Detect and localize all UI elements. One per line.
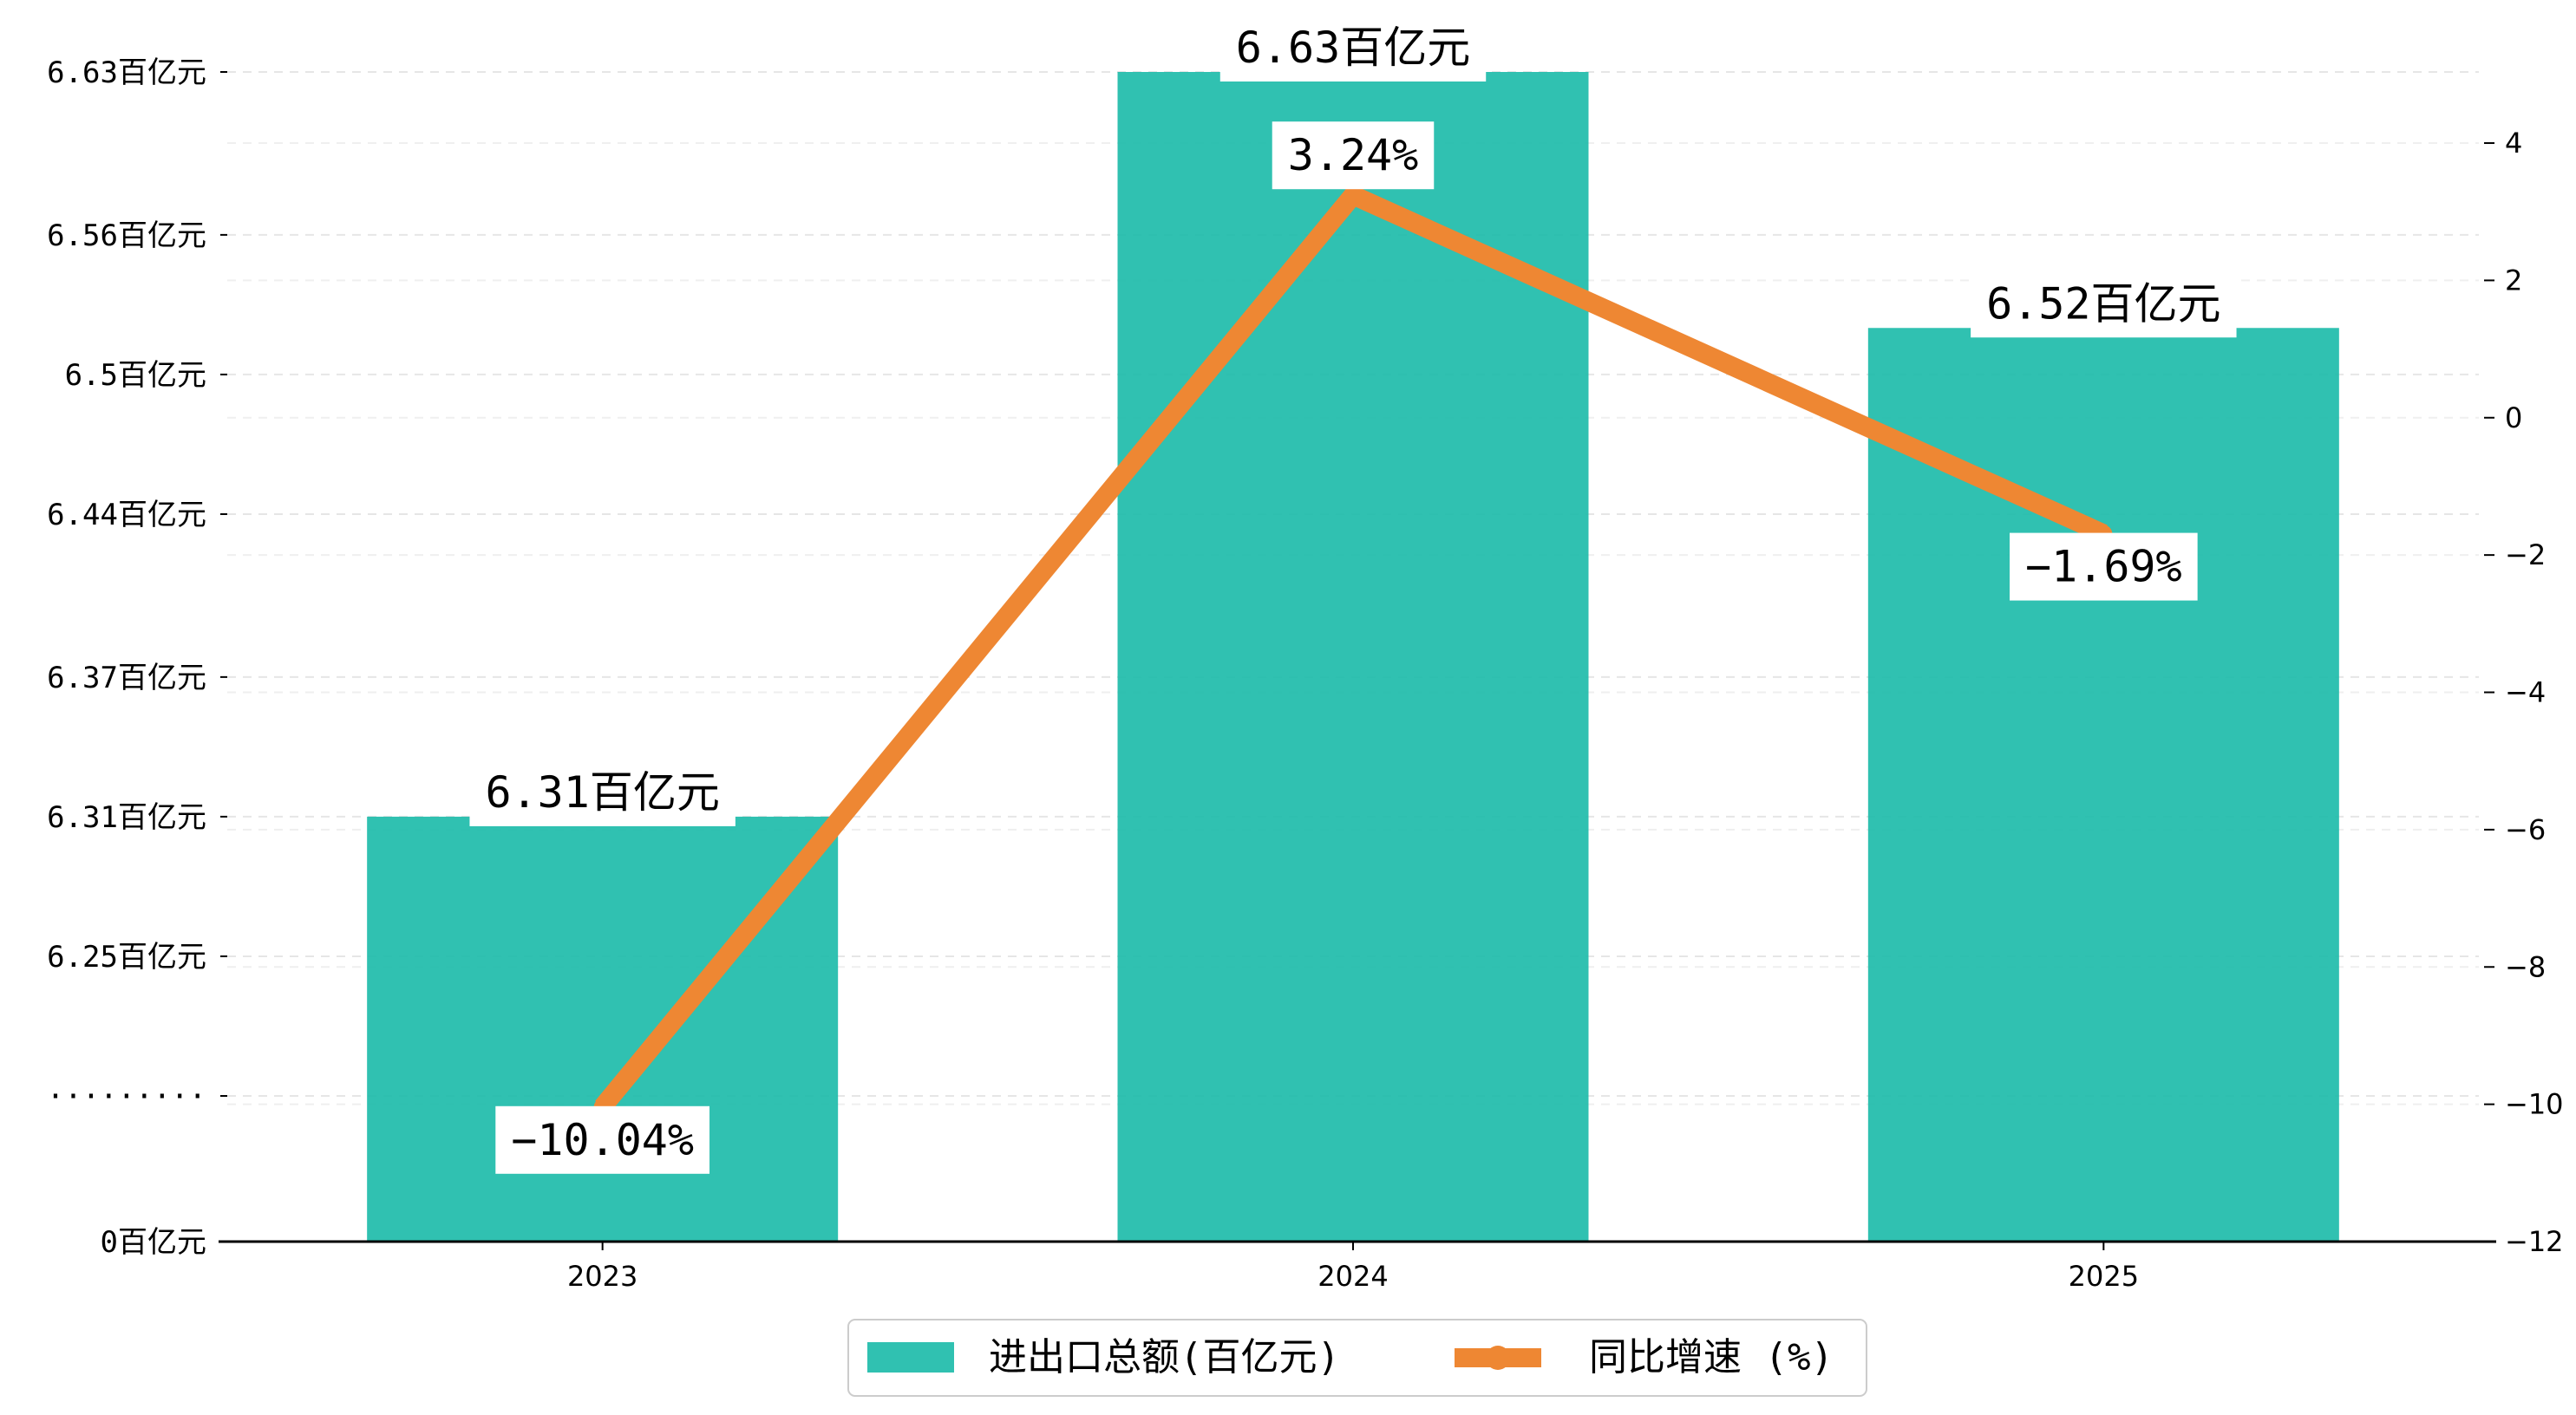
- legend: 进出口总额(百亿元) 同比增速 (%): [847, 1319, 1867, 1397]
- x-tick-label: 2024: [1317, 1260, 1388, 1293]
- left-tick-label: 6.56百亿元: [47, 218, 206, 253]
- right-tick-label: −2: [2505, 538, 2546, 571]
- growth-value-label-box: [495, 1105, 710, 1174]
- left-tick-label: 6.31百亿元: [47, 800, 206, 835]
- left-tick-label: 6.5百亿元: [65, 358, 206, 393]
- legend-line-marker: [1486, 1346, 1510, 1370]
- right-tick-label: −8: [2505, 950, 2546, 983]
- bar-value-label: 6.63百亿元: [1219, 14, 1487, 82]
- growth-value-label-box: [1272, 121, 1435, 190]
- bar-value-label-box: [469, 758, 736, 826]
- data-labels: 6.31百亿元 6.63百亿元 6.52百亿元 −10.04% 3.24% −1.69%: [469, 14, 2237, 1174]
- left-tick-label: ·········: [47, 1079, 206, 1114]
- growth-value-label-text: 3.24%: [1288, 130, 1419, 180]
- left-tick-label: 6.44百亿元: [47, 498, 206, 532]
- growth-value-label-text: −10.04%: [511, 1115, 694, 1165]
- bar-2025: [1867, 328, 2339, 1242]
- bar-2023: [367, 816, 839, 1242]
- left-tick-label: 6.63百亿元: [47, 55, 206, 90]
- right-tick-label: 2: [2505, 264, 2522, 297]
- x-tick-label: 2025: [2069, 1260, 2139, 1293]
- bar-series: [367, 72, 2339, 1242]
- left-tick-label: 0百亿元: [101, 1225, 206, 1260]
- bar-value-label-text: 6.63百亿元: [1236, 23, 1470, 73]
- bar-value-label-text: 6.52百亿元: [1986, 278, 2220, 329]
- left-tick-label: 6.37百亿元: [47, 661, 206, 695]
- growth-value-label: 3.24%: [1272, 121, 1435, 190]
- growth-value-label-box: [2010, 532, 2198, 601]
- right-tick-label: −6: [2505, 813, 2546, 846]
- left-tick-label: 6.25百亿元: [47, 940, 206, 975]
- bar-value-label-box: [1219, 14, 1487, 82]
- right-tick-label: 4: [2505, 127, 2522, 160]
- legend-line-label: 同比增速 (%): [1589, 1335, 1834, 1379]
- legend-bar-label: 进出口总额(百亿元): [989, 1335, 1340, 1379]
- growth-value-label: −10.04%: [495, 1105, 710, 1174]
- axes: 0百亿元 ········· 6.25百亿元 6.31百亿元 6.37百亿元 6.44百亿…: [47, 55, 2564, 1293]
- bar-value-label-text: 6.31百亿元: [485, 767, 719, 818]
- growth-point-2024: [1344, 186, 1362, 205]
- right-tick-label: −10: [2505, 1088, 2564, 1121]
- growth-value-label: −1.69%: [2010, 532, 2198, 601]
- growth-value-label-text: −1.69%: [2025, 542, 2182, 592]
- bar-value-label: 6.52百亿元: [1971, 270, 2237, 338]
- legend-frame: [847, 1319, 1867, 1397]
- legend-bar-swatch: [867, 1342, 954, 1373]
- bar-value-label: 6.31百亿元: [469, 758, 736, 826]
- bar-value-label-box: [1971, 270, 2237, 338]
- right-tick-label: −12: [2505, 1225, 2564, 1258]
- bar-2024: [1117, 72, 1589, 1242]
- right-tick-label: −4: [2505, 676, 2546, 709]
- right-tick-label: 0: [2505, 401, 2522, 434]
- x-tick-label: 2023: [567, 1260, 637, 1293]
